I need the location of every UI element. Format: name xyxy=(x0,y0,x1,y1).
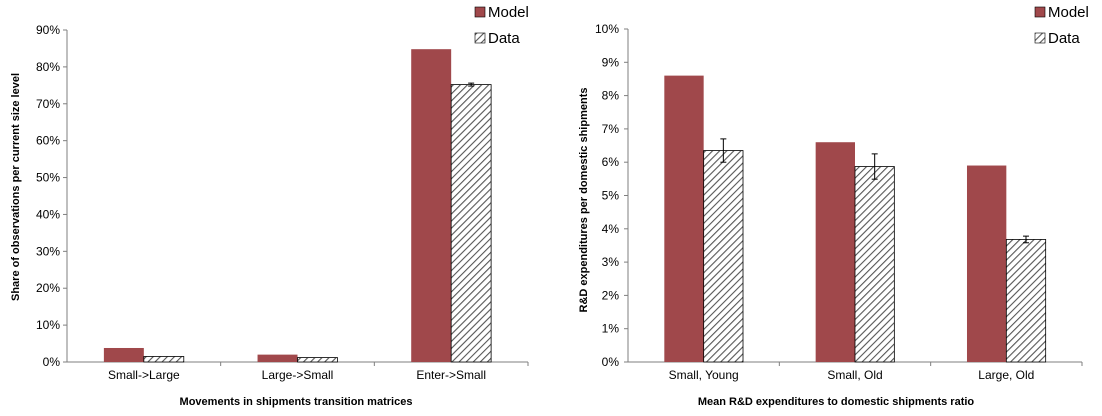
model-bar xyxy=(815,142,855,362)
rd-ratio-chart: R&D expenditures per domestic shipments … xyxy=(578,4,1089,408)
chart0-xlabel: Movements in shipments transition matric… xyxy=(180,396,413,408)
y-tick-label: 8% xyxy=(602,89,620,103)
legend-model-label: Model xyxy=(488,4,529,21)
y-tick-label: 70% xyxy=(36,97,60,111)
model-bar xyxy=(411,49,452,362)
legend-model-label: Model xyxy=(1048,4,1089,21)
data-bar xyxy=(1005,239,1047,363)
y-tick-label: 0% xyxy=(602,355,620,369)
y-tick-label: 20% xyxy=(36,281,60,295)
data-bar xyxy=(143,356,185,363)
model-bar xyxy=(257,354,298,362)
model-bar xyxy=(103,347,144,362)
y-tick-label: 10% xyxy=(36,318,60,332)
y-tick-label: 7% xyxy=(602,122,620,136)
model-bar xyxy=(664,75,704,363)
transition-chart: Share of observations per current size l… xyxy=(10,4,529,408)
y-tick-label: 50% xyxy=(36,171,60,185)
x-tick-label: Large->Small xyxy=(262,368,334,382)
x-tick-label: Enter->Small xyxy=(416,368,486,382)
x-tick-label: Small, Young xyxy=(669,368,739,382)
legend-data-label: Data xyxy=(488,30,520,47)
legend-data-swatch xyxy=(1034,32,1046,44)
y-tick-label: 6% xyxy=(602,155,620,169)
legend-data-label: Data xyxy=(1048,30,1080,47)
data-bar xyxy=(297,357,338,363)
data-bar xyxy=(703,150,744,363)
legend-data-swatch xyxy=(474,32,486,44)
x-tick-label: Large, Old xyxy=(978,368,1034,382)
legend-model-swatch xyxy=(1034,6,1046,18)
data-bar xyxy=(854,166,895,363)
y-tick-label: 2% xyxy=(602,288,620,302)
y-tick-label: 80% xyxy=(36,60,60,74)
y-tick-label: 10% xyxy=(595,22,619,36)
y-tick-label: 0% xyxy=(43,355,61,369)
y-tick-label: 90% xyxy=(36,23,60,37)
data-bar xyxy=(450,84,492,363)
legend-model-swatch xyxy=(474,6,486,18)
chart0-legend: Model Data xyxy=(474,4,529,47)
x-tick-label: Small->Large xyxy=(108,368,180,382)
y-tick-label: 60% xyxy=(36,134,60,148)
model-bar xyxy=(966,165,1007,362)
chart1-ylabel: R&D expenditures per domestic shipments xyxy=(578,88,590,313)
y-tick-label: 9% xyxy=(602,55,620,69)
y-tick-label: 3% xyxy=(602,255,620,269)
y-tick-label: 30% xyxy=(36,244,60,258)
y-tick-label: 5% xyxy=(602,189,620,203)
y-tick-label: 1% xyxy=(602,322,620,336)
chart1-legend: Model Data xyxy=(1034,4,1089,47)
chart1-xlabel: Mean R&D expenditures to domestic shipme… xyxy=(698,396,975,408)
y-tick-label: 4% xyxy=(602,222,620,236)
x-tick-label: Small, Old xyxy=(827,368,882,382)
chart0-ylabel: Share of observations per current size l… xyxy=(10,73,22,301)
y-tick-label: 40% xyxy=(36,207,60,221)
